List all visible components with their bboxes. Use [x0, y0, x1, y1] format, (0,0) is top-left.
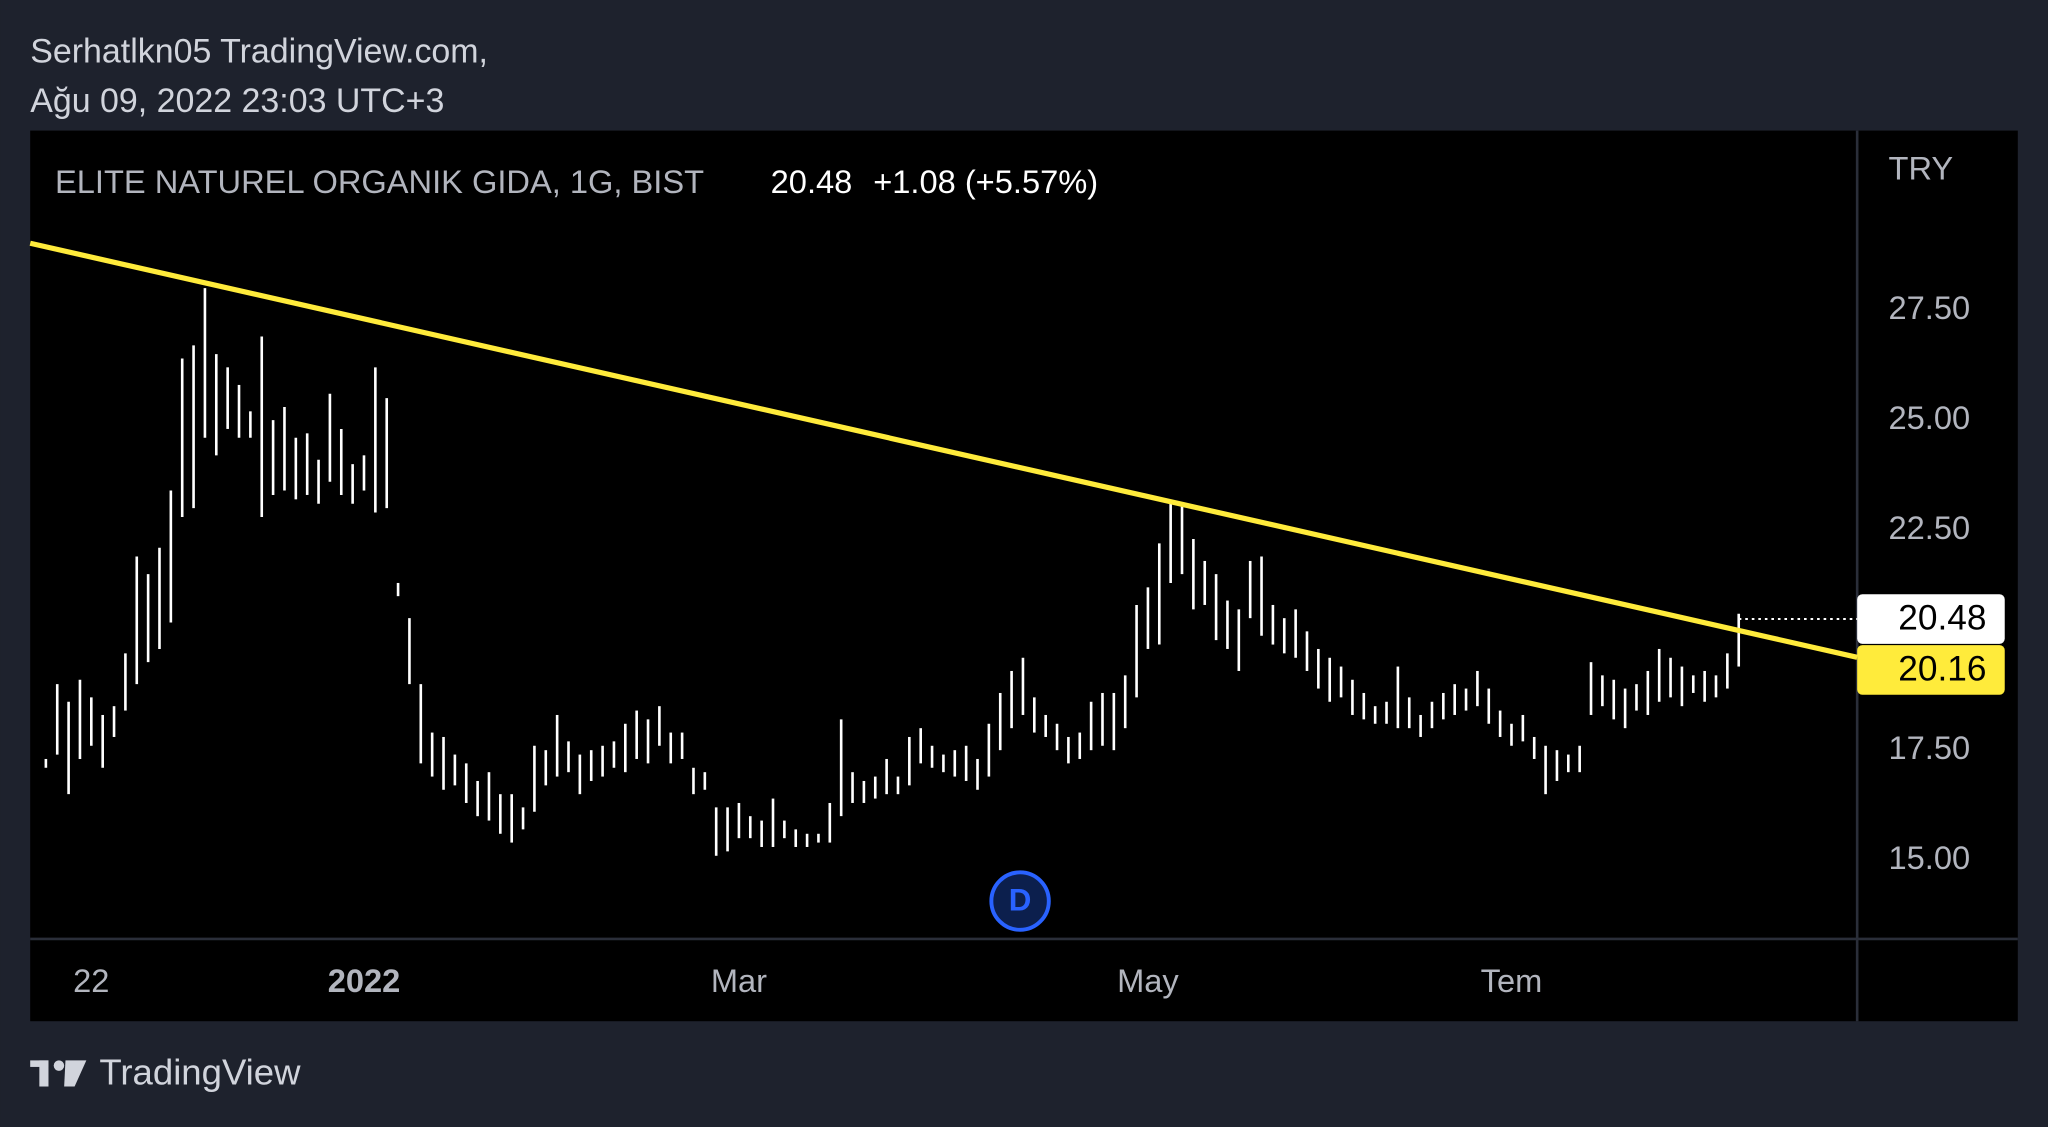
y-tick-label: 22.50: [1889, 509, 1971, 546]
y-tick-label: 15.00: [1889, 839, 1971, 876]
currency-bg: [1859, 143, 2014, 196]
trend-line: [29, 240, 1858, 660]
marker-label: D: [1009, 883, 1032, 918]
tv-logo: [30, 1060, 87, 1087]
timestamp: Ağu 09, 2022 23:03 UTC+3: [30, 82, 444, 120]
symbol: ELITE NATUREL ORGANIK GIDA, 1G, BIST: [55, 163, 704, 200]
header-price: 20.48: [771, 163, 853, 200]
y-tick-label: 17.50: [1889, 729, 1971, 766]
x-tick-label: 2022: [328, 962, 401, 999]
y-tick-label: 27.50: [1889, 289, 1971, 326]
dividend-marker[interactable]: [989, 870, 1051, 932]
plot: [29, 240, 1858, 856]
x-tick-label: Mar: [711, 962, 767, 999]
trend-price-tag: [1857, 645, 2005, 695]
x-tick-label: May: [1117, 962, 1179, 999]
author: Serhatlkn05 TradingView.com,: [30, 33, 488, 71]
x-tick-label: 22: [73, 962, 109, 999]
header-change: +1.08 (+5.57%): [873, 163, 1098, 200]
x-tick-label: Tem: [1481, 962, 1543, 999]
last-price-tag: [1857, 594, 2005, 644]
trend-price-label: 20.16: [1898, 650, 1986, 689]
last-price-label: 20.48: [1898, 599, 1986, 638]
currency: TRY: [1889, 150, 1954, 187]
brand: TradingView: [99, 1051, 301, 1092]
y-tick-label: 25.00: [1889, 399, 1971, 436]
